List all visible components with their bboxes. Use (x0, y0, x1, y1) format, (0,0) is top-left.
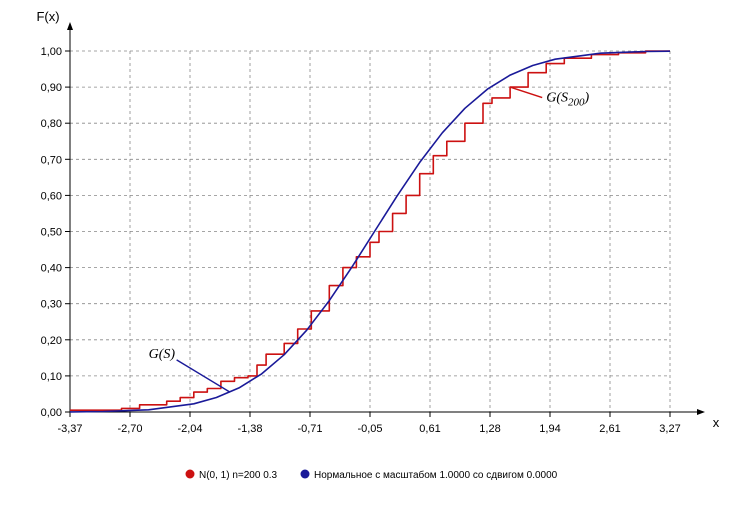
legend-label: N(0, 1) n=200 0.3 (199, 470, 278, 481)
annotation-label: G(S200) (546, 91, 589, 109)
x-axis-label: x (713, 415, 720, 430)
x-tick-label: 1,28 (479, 423, 500, 435)
y-axis-arrow (67, 22, 73, 30)
axes: -3,37 -2,70 -2,04 -1,38 -0,71 -0,05 0,61 1,28 1,… (36, 9, 719, 435)
x-tick-label: -2,70 (117, 423, 142, 435)
x-tick-label: 2,61 (599, 423, 620, 435)
y-tick-label: 0,90 (41, 82, 62, 94)
y-tick-label: 0,40 (41, 263, 62, 275)
y-tick-label: 0,60 (41, 190, 62, 202)
x-tick-label: -0,71 (297, 423, 322, 435)
legend-marker (185, 469, 195, 479)
annotation-label: G(S) (149, 347, 176, 362)
y-tick-label: 1,00 (41, 46, 62, 58)
x-axis-arrow (697, 409, 705, 415)
grid-lines (70, 50, 671, 412)
annotation-leader-line (509, 86, 543, 99)
y-tick-label: 0,20 (41, 335, 62, 347)
annotation-text: G(S (546, 91, 568, 106)
annotation-subscript: 200 (568, 97, 585, 109)
legend: N(0, 1) n=200 0.3 Нормальное с масштабом … (185, 469, 558, 481)
x-tick-label: -0,05 (357, 423, 382, 435)
y-tick-label: 0,10 (41, 371, 62, 383)
x-tick-label: 3,27 (659, 423, 680, 435)
y-tick-label: 0,30 (41, 299, 62, 311)
y-tick-label: 0,00 (41, 407, 62, 419)
x-tick-label: -1,38 (237, 423, 262, 435)
empirical-cdf-line (70, 50, 670, 411)
annotation-leader-line (176, 359, 231, 393)
legend-marker (300, 469, 310, 479)
y-tick-label: 0,50 (41, 227, 62, 239)
x-tick-label: -2,04 (177, 423, 202, 435)
series-layer (69, 50, 671, 413)
annotation-suffix: ) (583, 91, 589, 106)
y-axis-label: F(x) (36, 9, 59, 24)
x-tick-label: 1,94 (539, 423, 560, 435)
y-tick-label: 0,80 (41, 118, 62, 130)
legend-label: Нормальное с масштабом 1.0000 со сдвигом… (314, 469, 558, 481)
x-tick-label: 0,61 (419, 423, 440, 435)
annotations: G(S)G(S200) (149, 86, 589, 393)
x-tick-label: -3,37 (57, 423, 82, 435)
annotation-text: G(S) (149, 347, 176, 362)
y-tick-label: 0,70 (41, 154, 62, 166)
normal-cdf-line (69, 50, 671, 413)
